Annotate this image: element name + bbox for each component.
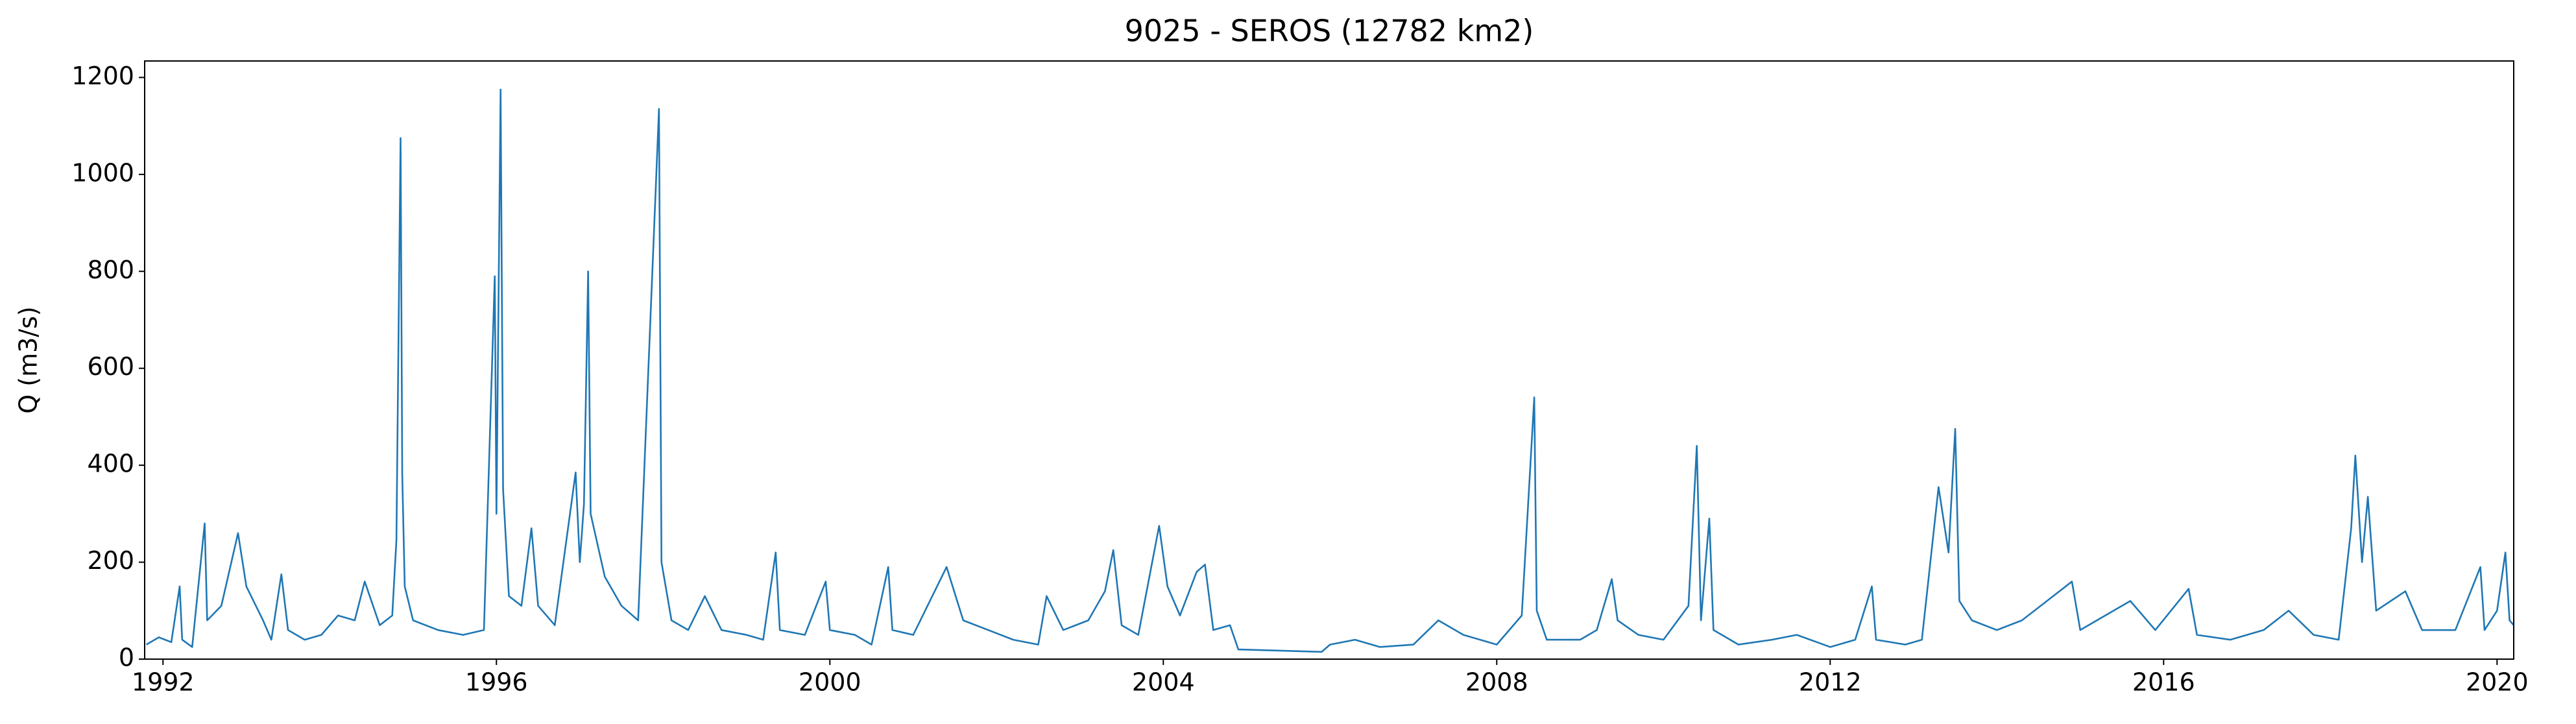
plot-frame [144,60,2514,660]
chart-title: 9025 - SEROS (12782 km2) [1125,14,1534,49]
y-axis-label: Q (m3/s) [14,306,43,413]
x-tick-label: 1996 [465,668,528,697]
line-series [145,88,2514,653]
x-tick-label: 2012 [1799,668,1862,697]
x-tick-label: 2008 [1465,668,1528,697]
y-tick-label: 1000 [71,158,134,187]
y-tick-label: 800 [87,256,134,284]
y-tick-label: 600 [87,352,134,381]
y-tick-label: 400 [87,450,134,478]
y-tick-label: 0 [119,644,134,672]
y-tick-label: 200 [87,546,134,575]
x-tick-label: 2016 [2132,668,2195,697]
x-tick-label: 2004 [1132,668,1195,697]
y-tick-label: 1200 [71,62,134,90]
x-tick-label: 2020 [2466,668,2529,697]
x-tick-label: 2000 [799,668,861,697]
x-tick-label: 1992 [132,668,195,697]
